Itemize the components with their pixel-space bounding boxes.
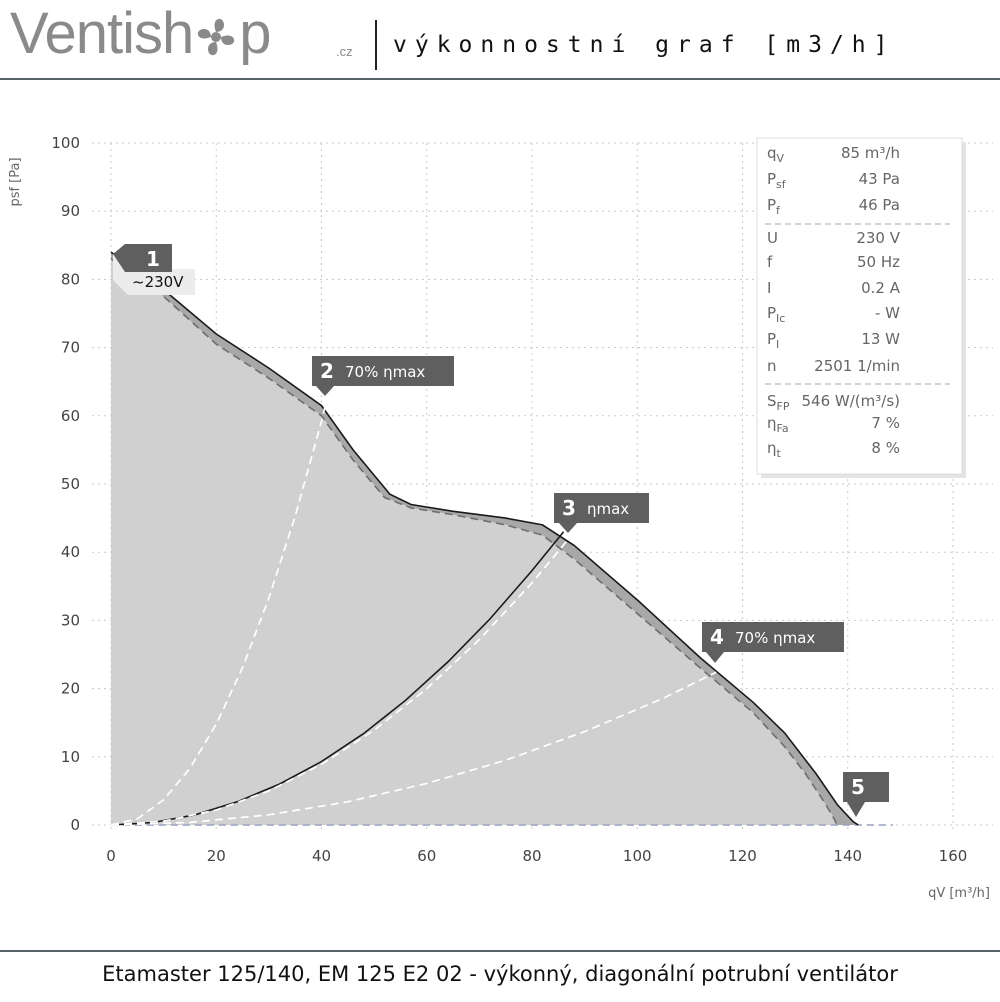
point-label-bg <box>113 254 195 295</box>
x-tick-label: 120 <box>728 847 757 865</box>
page-title: výkonnostní graf [m3/h] <box>393 32 896 58</box>
x-tick-label: 20 <box>207 847 226 865</box>
info-value: - W <box>875 304 900 322</box>
series-line-1 <box>110 258 838 826</box>
point-number: 2 <box>320 359 334 383</box>
y-tick-label: 40 <box>61 543 80 561</box>
series-line-3 <box>110 399 328 826</box>
y-tick-label: 80 <box>61 270 80 288</box>
y-tick-label: 10 <box>61 748 80 766</box>
point-pointer <box>847 802 865 817</box>
series-line-4 <box>110 538 570 826</box>
info-value: 230 V <box>856 229 900 247</box>
info-key: Pf <box>767 196 781 217</box>
x-tick-label: 0 <box>106 847 116 865</box>
info-key: Psf <box>767 170 787 191</box>
point-number: 3 <box>562 496 576 520</box>
x-tick-label: 160 <box>939 847 968 865</box>
info-key: I <box>767 279 771 297</box>
chart-lines <box>110 251 893 826</box>
fan-icon <box>198 18 235 56</box>
point-markers: ~230V 1 2 70% ηmax 3 ηmax 4 70% ηmax 5 <box>113 244 889 817</box>
pressure-band <box>111 252 859 826</box>
header: Ventish p .cz výkonnostní graf [m3/h] <box>0 0 1000 80</box>
info-value: 546 W/(m³/s) <box>802 392 900 410</box>
info-panel-box <box>756 137 963 475</box>
chart-regions <box>111 252 859 826</box>
info-value: 50 Hz <box>857 253 900 271</box>
logo-tld: .cz <box>336 44 353 59</box>
y-tick-label: 90 <box>61 202 80 220</box>
x-tick-label: 60 <box>417 847 436 865</box>
x-tick-label: 100 <box>623 847 652 865</box>
operating-area <box>111 258 838 825</box>
footer: Etamaster 125/140, EM 125 E2 02 - výkonn… <box>0 950 1000 1002</box>
logo-text-left: Ventish <box>10 1 194 66</box>
point-badge <box>554 493 649 523</box>
info-key: qV <box>767 144 785 165</box>
info-key: ηFa <box>767 414 789 435</box>
y-tick-label: 0 <box>70 816 80 834</box>
info-value: 13 W <box>861 330 900 348</box>
y-tick-label: 30 <box>61 611 80 629</box>
header-divider <box>375 20 377 70</box>
info-key: f <box>767 253 773 271</box>
series-line-0 <box>110 251 859 826</box>
info-value: 7 % <box>871 414 900 432</box>
point-marker-4: 4 70% ηmax <box>702 622 844 663</box>
info-key: PIc <box>767 304 785 325</box>
info-value: 0.2 A <box>861 279 901 297</box>
info-value: 8 % <box>871 439 900 457</box>
point-number: 4 <box>710 625 724 649</box>
info-key: U <box>767 229 778 247</box>
x-axis-label: qV [m³/h] <box>928 886 990 901</box>
point-number: 1 <box>146 247 160 271</box>
product-title: Etamaster 125/140, EM 125 E2 02 - výkonn… <box>102 962 898 986</box>
y-tick-label: 100 <box>51 134 80 152</box>
point-badge <box>843 772 889 802</box>
x-tick-label: 40 <box>312 847 331 865</box>
point-badge <box>312 356 454 386</box>
y-tick-label: 50 <box>61 475 80 493</box>
point-label: ηmax <box>587 500 629 518</box>
point-marker-5: 5 <box>843 772 889 817</box>
point-pointer <box>559 523 577 533</box>
point-pointer <box>316 386 334 396</box>
y-tick-label: 70 <box>61 339 80 357</box>
y-tick-label: 60 <box>61 407 80 425</box>
info-key: SFP <box>767 392 790 413</box>
point-label: 70% ηmax <box>345 363 425 381</box>
info-value: 85 m³/h <box>841 144 900 162</box>
point-marker-3: 3 ηmax <box>554 493 649 533</box>
info-key: ηt <box>767 439 782 460</box>
point-label: ~230V <box>132 273 184 291</box>
logo-text-right: p <box>239 1 271 66</box>
point-badge <box>113 244 172 272</box>
info-value: 2501 1/min <box>814 357 900 375</box>
series-line-2 <box>110 531 565 826</box>
info-panel: qV 85 m³/h Psf 43 Pa Pf 46 Pa U 230 V f 50 Hz I 0.2… <box>756 137 966 478</box>
point-badge <box>702 622 844 652</box>
series-line-5 <box>110 671 717 826</box>
point-pointer <box>706 652 724 663</box>
info-value: 46 Pa <box>859 196 900 214</box>
point-marker-2: 2 70% ηmax <box>312 356 454 396</box>
point-label: 70% ηmax <box>735 629 815 647</box>
y-tick-label: 20 <box>61 680 80 698</box>
ventishop-logo[interactable]: Ventish p <box>10 0 272 67</box>
info-key: PI <box>767 330 779 351</box>
info-key: n <box>767 357 777 375</box>
y-axis-label: psf [Pa] <box>8 157 23 206</box>
x-tick-label: 140 <box>833 847 862 865</box>
point-number: 5 <box>851 775 865 799</box>
point-marker-1: ~230V 1 <box>113 244 195 295</box>
x-tick-label: 80 <box>522 847 541 865</box>
info-value: 43 Pa <box>859 170 900 188</box>
